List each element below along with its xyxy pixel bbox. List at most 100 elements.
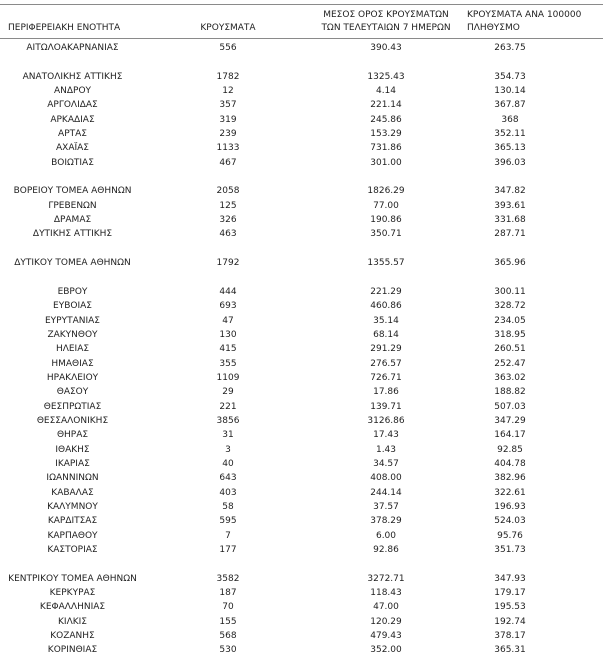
- spacer-cell: [0, 242, 145, 256]
- table-row: ΕΥΒΟΙΑΣ 693 460.86 328.72: [0, 299, 603, 313]
- table-row: ΚΕΦΑΛΛΗΝΙΑΣ 70 47.00 195.53: [0, 600, 603, 614]
- table-row: ΔΥΤΙΚΟΥ ΤΟΜΕΑ ΑΘΗΝΩΝ 1792 1355.57 365.96: [0, 256, 603, 270]
- per100k-cell: 347.93: [494, 573, 526, 584]
- avg7-cell: 47.00: [373, 602, 399, 613]
- cases-cell: 40: [222, 458, 234, 469]
- cases-cell: 70: [222, 602, 234, 613]
- spacer-row: [0, 55, 603, 69]
- cases-cell: 130: [219, 329, 237, 340]
- per100k-cell: 188.82: [494, 387, 526, 398]
- region-cell: ΑΙΤΩΛΟΑΚΑΡΝΑΝΙΑΣ: [26, 43, 119, 53]
- region-cell: ΘΕΣΣΑΛΟΝΙΚΗΣ: [36, 415, 109, 426]
- table-row: ΔΡΑΜΑΣ 326 190.86 331.68: [0, 213, 603, 227]
- cases-cell: 3: [225, 444, 231, 455]
- per100k-cell: 234.05: [494, 315, 526, 326]
- table-row: ΚΑΣΤΟΡΙΑΣ 177 92.86 351.73: [0, 543, 603, 557]
- avg7-cell: 153.29: [370, 129, 402, 140]
- regional-cases-table: ΠΕΡΙΦΕΡΕΙΑΚΗ ΕΝΟΤΗΤΑ ΚΡΟΥΣΜΑΤΑ ΜΕΣΟΣ ΟΡΟ…: [0, 4, 603, 657]
- table-row: ΙΘΑΚΗΣ 3 1.43 92.85: [0, 443, 603, 457]
- table-row: ΒΟΙΩΤΙΑΣ 467 301.00 396.03: [0, 156, 603, 170]
- region-cell: ΑΡΓΟΛΙΔΑΣ: [47, 100, 98, 111]
- per100k-cell: 318.95: [494, 329, 526, 340]
- region-cell: ΙΘΑΚΗΣ: [55, 444, 90, 455]
- avg7-cell: 221.29: [370, 286, 402, 297]
- per100k-cell: 404.78: [494, 458, 526, 469]
- per100k-cell: 331.68: [494, 215, 526, 226]
- header-region: ΠΕΡΙΦΕΡΕΙΑΚΗ ΕΝΟΤΗΤΑ: [0, 4, 145, 39]
- per100k-cell: 378.17: [494, 631, 526, 642]
- region-cell: ΚΑΣΤΟΡΙΑΣ: [47, 545, 98, 556]
- avg7-cell: 3126.86: [367, 415, 405, 426]
- region-cell: ΚΙΛΚΙΣ: [58, 616, 87, 627]
- table-row: ΑΙΤΩΛΟΑΚΑΡΝΑΝΙΑΣ 556 390.43 263.75: [0, 39, 603, 56]
- table-row: ΚΟΡΙΝΘΙΑΣ 530 352.00 365.31: [0, 643, 603, 657]
- per100k-cell: 352.11: [494, 129, 526, 140]
- avg7-cell: 34.57: [373, 458, 399, 469]
- cases-cell: 355: [219, 358, 237, 369]
- cases-cell: 319: [219, 114, 237, 125]
- cases-cell: 693: [219, 301, 237, 312]
- spacer-cell: [0, 557, 145, 571]
- spacer-row: [0, 242, 603, 256]
- cases-cell: 568: [219, 631, 237, 642]
- avg7-cell: 731.86: [370, 143, 402, 154]
- table-row: ΘΑΣΟΥ 29 17.86 188.82: [0, 385, 603, 399]
- spacer-cell: [0, 271, 145, 285]
- cases-cell: 326: [219, 215, 237, 226]
- table-row: ΗΜΑΘΙΑΣ 355 276.57 252.47: [0, 357, 603, 371]
- avg7-cell: 460.86: [370, 301, 402, 312]
- region-cell: ΑΡΤΑΣ: [58, 129, 87, 140]
- header-region-label: ΠΕΡΙΦΕΡΕΙΑΚΗ ΕΝΟΤΗΤΑ: [8, 23, 121, 33]
- cases-cell: 415: [219, 344, 237, 355]
- avg7-cell: 17.43: [373, 430, 399, 441]
- avg7-cell: 352.00: [370, 645, 402, 656]
- table-body: ΑΙΤΩΛΟΑΚΑΡΝΑΝΙΑΣ 556 390.43 263.75 ΑΝΑΤΟ…: [0, 39, 603, 657]
- table-row: ΘΕΣΣΑΛΟΝΙΚΗΣ 3856 3126.86 347.29: [0, 414, 603, 428]
- region-cell: ΗΛΕΙΑΣ: [55, 344, 90, 355]
- table-row: ΚΟΖΑΝΗΣ 568 479.43 378.17: [0, 629, 603, 643]
- per100k-cell: 164.17: [494, 430, 526, 441]
- cases-cell: 177: [219, 545, 237, 556]
- avg7-cell: 3272.71: [367, 573, 405, 584]
- avg7-cell: 1826.29: [367, 186, 405, 197]
- avg7-cell: 4.14: [375, 86, 397, 97]
- region-cell: ΚΑΒΑΛΑΣ: [51, 487, 94, 498]
- region-cell: ΕΒΡΟΥ: [57, 286, 88, 297]
- per100k-cell: 322.61: [494, 487, 526, 498]
- header-avg7-line1: ΜΕΣΟΣ ΟΡΟΣ ΚΡΟΥΣΜΑΤΩΝ: [323, 10, 449, 20]
- per100k-cell: 365.96: [494, 258, 526, 269]
- per100k-cell: 95.76: [497, 530, 523, 541]
- avg7-cell: 35.14: [373, 315, 399, 326]
- per100k-cell: 130.14: [494, 86, 526, 97]
- per100k-cell: 252.47: [494, 358, 526, 369]
- region-cell: ΑΝΔΡΟΥ: [53, 86, 92, 97]
- header-per100k: ΚΡΟΥΣΜΑΤΑ ΑΝΑ 100000 ΠΛΗΘΥΣΜΟ: [461, 4, 603, 39]
- per100k-cell: 195.53: [494, 602, 526, 613]
- avg7-cell: 408.00: [370, 473, 402, 484]
- avg7-cell: 1325.43: [367, 71, 405, 82]
- region-cell: ΘΗΡΑΣ: [56, 430, 89, 441]
- region-cell: ΗΜΑΘΙΑΣ: [51, 358, 94, 369]
- cases-cell: 1133: [216, 143, 240, 154]
- avg7-cell: 390.43: [370, 43, 402, 53]
- header-row: ΠΕΡΙΦΕΡΕΙΑΚΗ ΕΝΟΤΗΤΑ ΚΡΟΥΣΜΑΤΑ ΜΕΣΟΣ ΟΡΟ…: [0, 4, 603, 39]
- cases-cell: 530: [219, 645, 237, 656]
- region-cell: ΚΕΦΑΛΛΗΝΙΑΣ: [39, 602, 106, 613]
- table-row: ΓΡΕΒΕΝΩΝ 125 77.00 393.61: [0, 199, 603, 213]
- table-row: ΑΡΓΟΛΙΔΑΣ 357 221.14 367.87: [0, 98, 603, 112]
- table-row: ΚΑΡΔΙΤΣΑΣ 595 378.29 524.03: [0, 514, 603, 528]
- cases-cell: 403: [219, 487, 237, 498]
- region-cell: ΕΥΡΥΤΑΝΙΑΣ: [45, 315, 100, 326]
- spacer-row: [0, 170, 603, 184]
- avg7-cell: 245.86: [370, 114, 402, 125]
- per100k-cell: 263.75: [494, 43, 526, 53]
- per100k-cell: 354.73: [494, 71, 526, 82]
- cases-cell: 467: [219, 157, 237, 168]
- cases-cell: 187: [219, 588, 237, 599]
- cases-cell: 7: [225, 530, 231, 541]
- per100k-cell: 382.96: [494, 473, 526, 484]
- avg7-cell: 350.71: [370, 229, 402, 240]
- table-row: ΚΕΝΤΡΙΚΟΥ ΤΟΜΕΑ ΑΘΗΝΩΝ 3582 3272.71 347.…: [0, 572, 603, 586]
- avg7-cell: 378.29: [370, 516, 402, 527]
